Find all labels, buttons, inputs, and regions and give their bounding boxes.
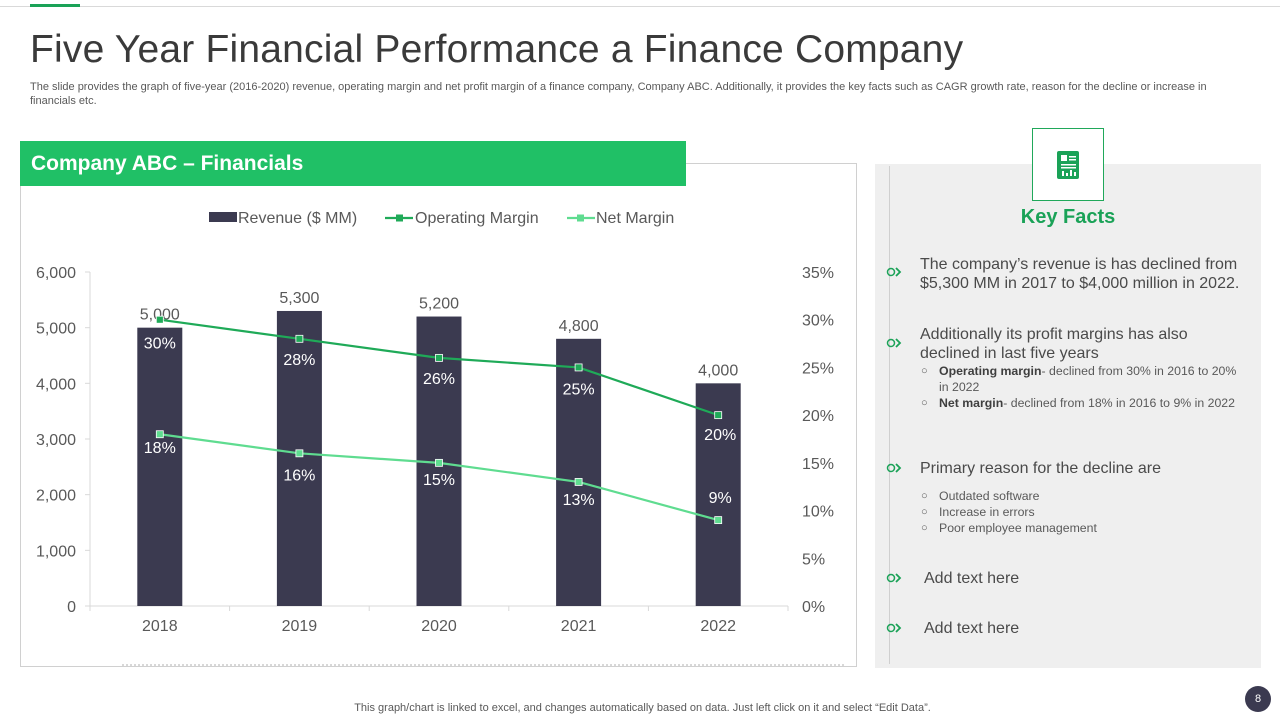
bullet-icon [886, 623, 902, 633]
operating-margin-label: 28% [283, 352, 315, 369]
x-tick-label: 2018 [142, 618, 178, 635]
legend-label-revenue: Revenue ($ MM) [238, 210, 357, 227]
key-fact-3-sublist: ○ Outdated software ○ Increase in errors ○… [921, 488, 1241, 536]
y-tick-label: 0 [67, 599, 76, 616]
legend-label-net: Net Margin [596, 210, 674, 227]
chart-bottom-dotted-rule [122, 664, 844, 670]
bullet-icon [886, 573, 902, 583]
net-margin-line-marker [574, 478, 583, 486]
legend-swatch-revenue [209, 212, 237, 222]
net-margin-line-marker [435, 458, 443, 467]
operating-margin-label: 25% [563, 381, 595, 398]
y-tick-label: 2,000 [36, 488, 76, 505]
sub-item: ○ Outdated software [921, 489, 1040, 503]
slide-subtitle: The slide provides the graph of five-yea… [30, 81, 1207, 107]
operating-margin-line-marker [435, 353, 443, 362]
key-fact-2-sublist: ○ Operating margin- declined from 30% in … [921, 363, 1241, 411]
bar-data-label: 4,800 [559, 318, 599, 335]
y2-tick-label: 30% [802, 313, 834, 330]
bar-data-label: 5,000 [140, 307, 180, 324]
bullet-icon [886, 267, 902, 277]
net-margin-line-marker [295, 449, 304, 458]
financials-chart[interactable]: 0 1,000 2,000 3,000 4,000 5,000 6,000 0% 5% 10% 15… [20, 190, 856, 660]
top-rule [0, 6, 1280, 7]
operating-margin-line-marker [155, 315, 164, 324]
key-fact-2: Additionally its profit margins has also… [920, 326, 1188, 362]
y-tick-label: 1,000 [36, 543, 76, 560]
y-tick-label: 3,000 [36, 432, 76, 449]
key-fact-3: Primary reason for the decline are [920, 460, 1161, 477]
key-fact-1: The company’s revenue is has declined fr… [920, 256, 1240, 292]
legend-label-operating: Operating Margin [415, 210, 539, 227]
x-tick-label: 2019 [282, 618, 318, 635]
operating-margin-label: 30% [144, 336, 176, 353]
y-tick-label: 6,000 [36, 265, 76, 282]
net-margin-label: 18% [144, 440, 176, 457]
y2-tick-label: 25% [802, 360, 834, 377]
footer-note: This graph/chart is linked to excel, and… [354, 702, 931, 714]
sub-item: ○ Net margin- declined from 18% in 2016 t… [921, 396, 1235, 410]
x-tick-label: 2021 [561, 618, 597, 635]
net-margin-line-marker [714, 516, 723, 525]
bullet-icon [886, 338, 902, 348]
operating-margin-label: 26% [423, 371, 455, 388]
sub-item: ○ Operating margin- declined from 30% in … [921, 364, 1237, 394]
page-number: 8 [1245, 686, 1271, 712]
y2-tick-label: 5% [802, 551, 825, 568]
bar [276, 310, 322, 606]
operating-margin-label: 20% [704, 427, 736, 444]
key-facts-icon-box [1032, 128, 1104, 201]
bar [556, 338, 602, 606]
x-tick-label: 2020 [421, 618, 457, 635]
legend-marker-net [577, 214, 584, 222]
y2-tick-label: 35% [802, 265, 834, 282]
y2-tick-label: 15% [802, 456, 834, 473]
operating-margin-line-marker [574, 363, 583, 372]
x-tick-label: 2022 [700, 618, 736, 635]
key-facts-title: Key Facts [1020, 206, 1116, 228]
bar-data-label: 5,300 [279, 290, 319, 307]
operating-margin-line-marker [714, 411, 723, 420]
bullet-icon [886, 463, 902, 473]
sub-item: ○ Increase in errors [921, 505, 1035, 519]
y2-tick-label: 10% [802, 504, 834, 521]
bar [695, 383, 741, 606]
key-fact-5: Add text here [924, 620, 1020, 637]
legend-marker-operating [396, 214, 403, 222]
chart-title: Company ABC – Financials [20, 141, 686, 186]
operating-margin-line-marker [295, 334, 304, 343]
bar-data-label: 4,000 [698, 362, 738, 379]
slide-title: Five Year Financial Performance a Financ… [30, 28, 964, 71]
y-tick-label: 5,000 [36, 321, 76, 338]
y2-tick-label: 0% [802, 599, 825, 616]
financial-report-icon [1057, 151, 1079, 179]
sub-item: ○ Poor employee management [921, 521, 1097, 535]
net-margin-label: 9% [709, 490, 732, 507]
bar-data-label: 5,200 [419, 296, 459, 313]
net-margin-line-marker [155, 430, 164, 439]
net-margin-label: 13% [563, 492, 595, 509]
key-fact-4: Add text here [924, 570, 1020, 587]
net-margin-label: 15% [423, 472, 455, 489]
top-accent-bar [30, 4, 80, 7]
net-margin-label: 16% [283, 467, 315, 484]
key-facts-divider [889, 166, 890, 664]
y2-tick-label: 20% [802, 408, 834, 425]
bar [137, 327, 183, 606]
y-tick-label: 4,000 [36, 376, 76, 393]
key-facts-panel [875, 164, 1261, 668]
